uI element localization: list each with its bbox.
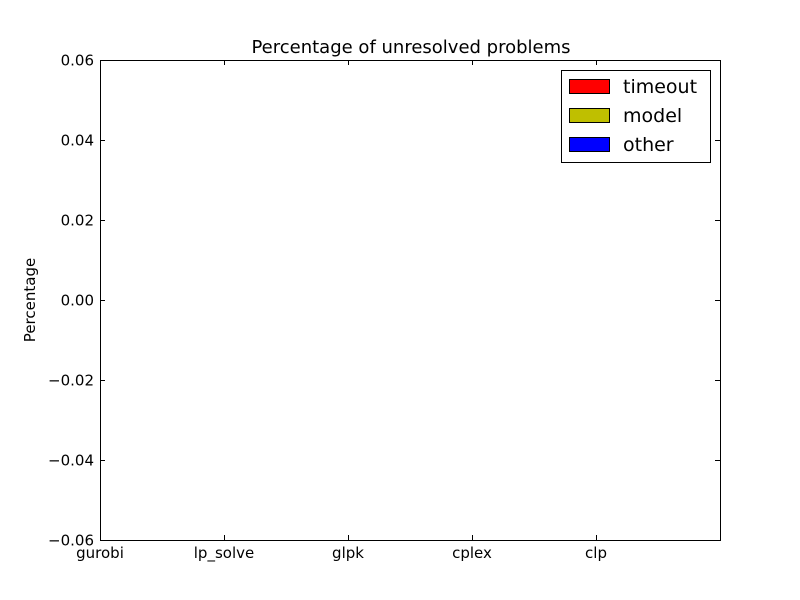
- y-tick-label: 0.04: [61, 132, 94, 150]
- x-tick-label: gurobi: [76, 544, 124, 562]
- chart-title: Percentage of unresolved problems: [251, 37, 570, 58]
- y-tick-label: 0.00: [61, 292, 94, 310]
- legend-label-timeout: timeout: [623, 76, 697, 98]
- y-tick-label: 0.06: [61, 52, 94, 70]
- x-tick-label: cplex: [452, 544, 492, 562]
- legend-swatch-model: [569, 108, 610, 123]
- legend-label-other: other: [623, 134, 674, 156]
- y-tick-label: −0.02: [48, 372, 94, 390]
- x-tick-label: clp: [585, 544, 607, 562]
- y-axis-label: Percentage: [21, 258, 39, 342]
- x-ticks-group: gurobi lp_solve glpk cplex clp: [76, 60, 607, 563]
- y-tick-label: 0.02: [61, 212, 94, 230]
- x-tick-label: glpk: [332, 544, 364, 562]
- legend-swatch-other: [569, 137, 610, 152]
- legend-swatch-timeout: [569, 79, 610, 94]
- y-ticks-group: 0.06 0.04 0.02 0.00 −0.02 −0.04 −0.06: [48, 52, 720, 550]
- y-tick-label: −0.04: [48, 452, 94, 470]
- y-tick-label: −0.06: [48, 532, 94, 550]
- x-tick-label: lp_solve: [194, 544, 254, 563]
- legend-label-model: model: [623, 105, 682, 127]
- legend: timeout model other: [561, 70, 711, 163]
